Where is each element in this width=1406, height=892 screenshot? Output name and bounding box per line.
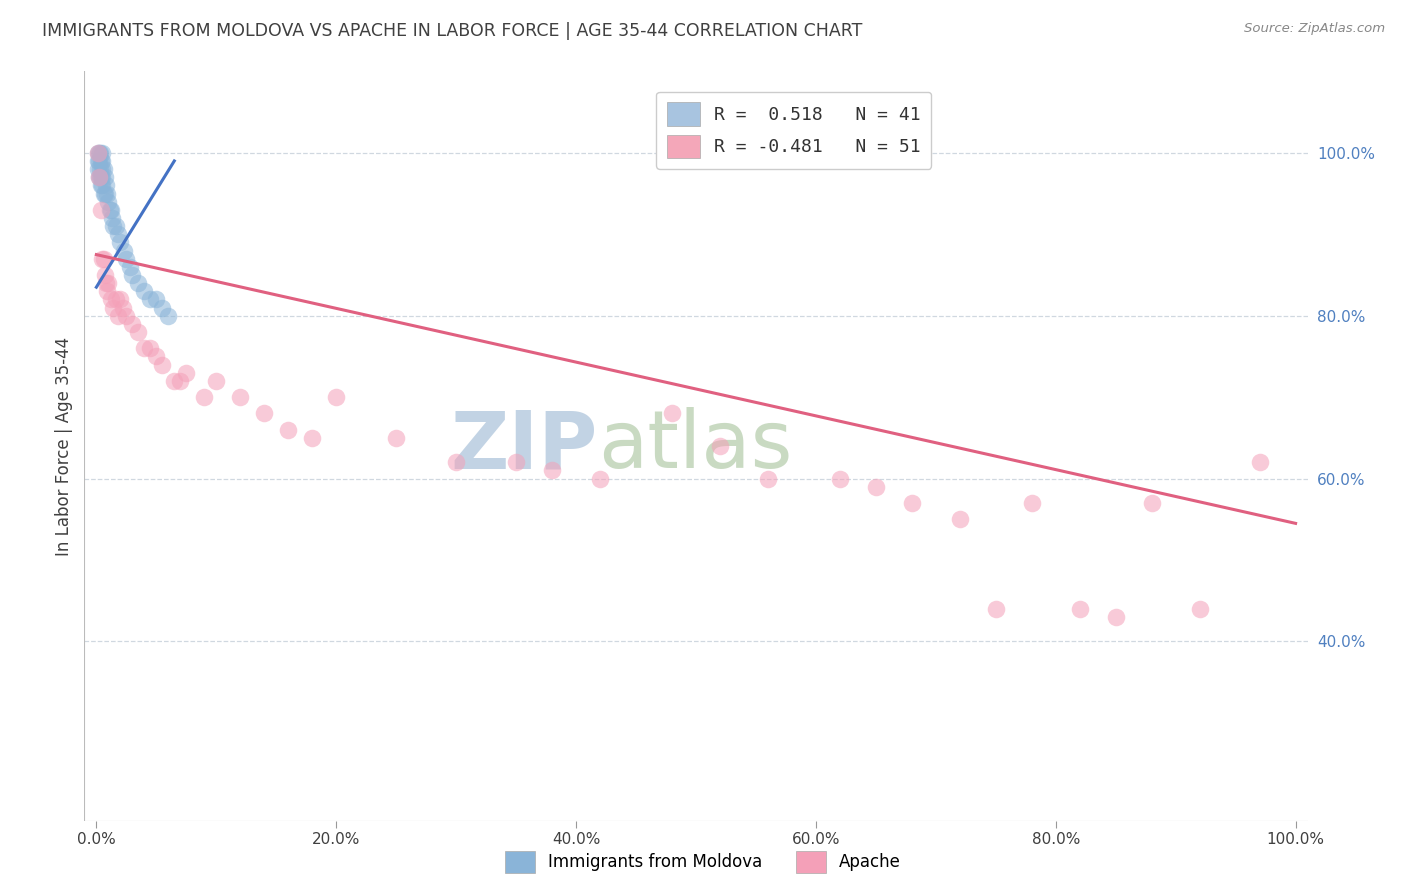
Point [91,153,114,168]
Point [118,260,141,274]
Point [828,472,851,486]
Point [1069,602,1091,616]
Point [115,309,138,323]
Point [93,186,117,201]
Point [1021,496,1043,510]
Point [91,178,114,193]
Point [104,293,127,307]
Point [91,170,114,185]
Point [1140,496,1163,510]
Point [87,170,110,185]
Point [127,276,149,290]
Point [90,170,112,185]
Point [93,186,115,201]
Text: Source: ZipAtlas.com: Source: ZipAtlas.com [1244,22,1385,36]
Point [87,145,110,160]
Point [101,211,124,225]
Point [101,301,124,315]
Point [87,153,110,168]
Point [139,293,162,307]
Point [541,463,564,477]
Point [1188,602,1211,616]
Point [100,202,122,217]
Point [1105,610,1128,624]
Point [505,455,527,469]
Text: IMMIGRANTS FROM MOLDOVA VS APACHE IN LABOR FORCE | AGE 35-44 CORRELATION CHART: IMMIGRANTS FROM MOLDOVA VS APACHE IN LAB… [42,22,862,40]
Point [301,431,323,445]
Point [661,406,683,420]
Point [93,252,115,266]
Point [709,439,731,453]
Point [91,252,114,266]
Point [110,293,132,307]
Point [163,374,186,388]
Point [121,317,143,331]
Point [104,219,127,233]
Point [193,390,215,404]
Point [111,301,134,315]
Point [949,512,972,526]
Point [134,341,156,355]
Point [901,496,924,510]
Point [86,162,108,177]
Point [145,293,167,307]
Point [205,374,228,388]
Point [86,145,108,160]
Point [100,293,122,307]
Point [444,455,467,469]
Point [93,162,115,177]
Point [90,202,112,217]
Point [89,162,111,177]
Point [89,170,111,185]
Point [589,472,612,486]
Point [90,153,112,168]
Point [139,341,162,355]
Point [865,480,887,494]
Point [87,170,110,185]
Point [157,309,180,323]
Point [94,178,117,193]
Point [101,219,124,233]
Point [134,285,156,299]
Point [277,423,299,437]
Point [107,309,129,323]
Point [756,472,779,486]
Point [89,145,111,160]
Point [97,194,120,209]
Point [93,170,117,185]
Point [110,235,132,250]
Y-axis label: In Labor Force | Age 35-44: In Labor Force | Age 35-44 [55,336,73,556]
Legend: R =  0.518   N = 41, R = -0.481   N = 51: R = 0.518 N = 41, R = -0.481 N = 51 [657,92,931,169]
Point [90,178,112,193]
Point [112,244,135,258]
Point [94,276,117,290]
Point [229,390,252,404]
Point [1249,455,1271,469]
Point [174,366,197,380]
Point [121,268,143,282]
Point [96,285,118,299]
Point [107,227,129,242]
Point [253,406,276,420]
Point [150,358,173,372]
Point [984,602,1007,616]
Text: atlas: atlas [598,407,793,485]
Point [86,145,108,160]
Point [325,390,347,404]
Point [150,301,173,315]
Point [169,374,191,388]
Text: ZIP: ZIP [451,407,598,485]
Point [91,162,114,177]
Legend: Immigrants from Moldova, Apache: Immigrants from Moldova, Apache [498,845,908,880]
Point [91,145,114,160]
Point [97,276,120,290]
Point [385,431,408,445]
Point [96,186,118,201]
Point [98,202,121,217]
Point [115,252,138,266]
Point [93,268,117,282]
Point [145,350,167,364]
Point [127,325,149,339]
Point [86,153,108,168]
